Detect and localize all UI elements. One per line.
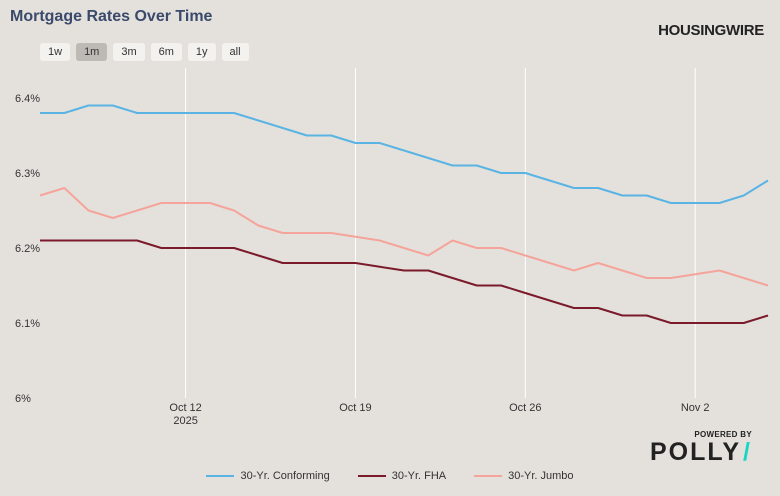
- range-button-all[interactable]: all: [221, 43, 249, 61]
- chart-title: Mortgage Rates Over Time: [10, 8, 213, 25]
- y-tick-label: 6.1%: [15, 318, 40, 330]
- housingwire-logo: HOUSINGWIRE: [658, 22, 764, 39]
- x-tick-sublabel: 2025: [173, 415, 197, 427]
- x-tick-label: Nov 2: [681, 402, 710, 414]
- powered-by-label: POWERED BY: [694, 430, 752, 439]
- polly-logo-text: POLLY: [650, 438, 742, 466]
- range-button-3m[interactable]: 3m: [113, 43, 145, 61]
- legend-label-jumbo: 30-Yr. Jumbo: [508, 470, 574, 482]
- y-tick-label: 6.2%: [15, 243, 40, 255]
- legend-item-jumbo[interactable]: 30-Yr. Jumbo: [474, 470, 574, 482]
- series-line-2: [39, 187, 769, 287]
- series-line-1: [40, 239, 769, 324]
- range-selector: 1w 1m 3m 6m 1y all: [40, 43, 249, 61]
- legend-item-conforming[interactable]: 30-Yr. Conforming: [206, 470, 330, 482]
- y-tick-label: 6.3%: [15, 168, 40, 180]
- range-button-1m[interactable]: 1m: [76, 43, 108, 61]
- legend-label-conforming: 30-Yr. Conforming: [240, 470, 330, 482]
- range-button-1y[interactable]: 1y: [187, 43, 216, 61]
- x-tick-label: Oct 12: [169, 402, 201, 414]
- legend-item-fha[interactable]: 30-Yr. FHA: [357, 470, 447, 482]
- polly-slash-icon: /: [743, 438, 752, 466]
- chart-legend: 30-Yr. Conforming 30-Yr. FHA 30-Yr. Jumb…: [0, 470, 780, 482]
- range-button-6m[interactable]: 6m: [150, 43, 182, 61]
- y-tick-label: 6.4%: [15, 93, 40, 105]
- legend-swatch-conforming: [206, 475, 235, 477]
- range-button-1w[interactable]: 1w: [40, 43, 71, 61]
- legend-swatch-jumbo: [474, 475, 503, 477]
- series-line-0: [40, 104, 769, 204]
- legend-label-fha: 30-Yr. FHA: [391, 470, 447, 482]
- y-tick-label: 6%: [15, 393, 31, 405]
- x-tick-label: Oct 26: [509, 402, 541, 414]
- x-tick-label: Oct 19: [339, 402, 371, 414]
- legend-swatch-fha: [357, 475, 386, 477]
- polly-logo: POLLY /: [650, 438, 752, 467]
